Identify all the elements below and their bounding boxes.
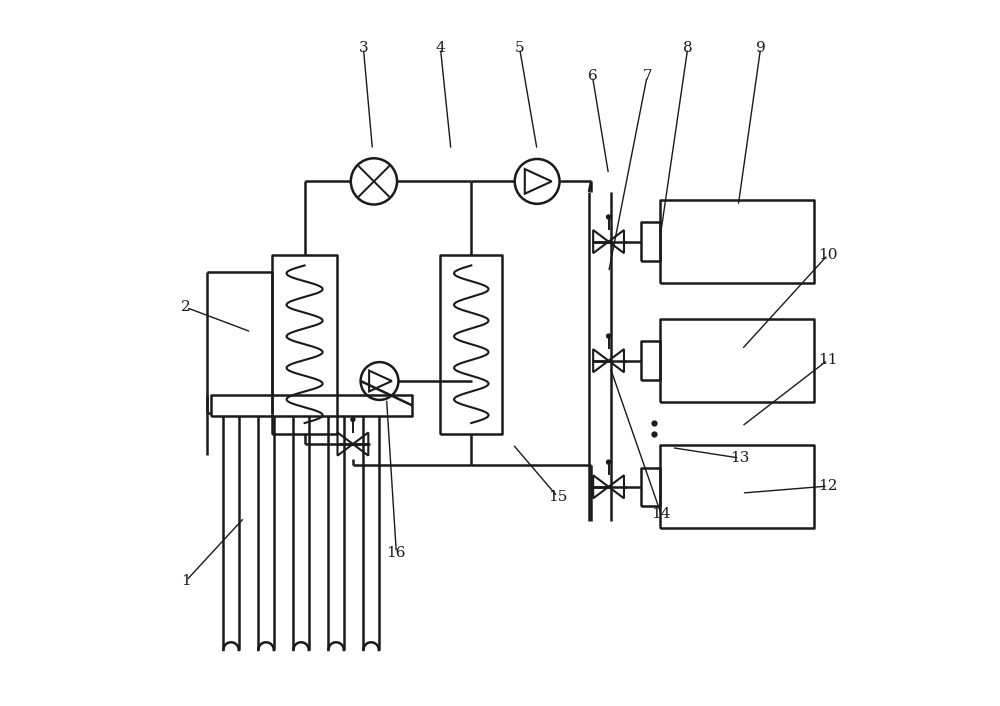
Circle shape: [351, 417, 355, 421]
Text: 1: 1: [181, 574, 191, 587]
Text: 10: 10: [818, 248, 838, 262]
Text: 5: 5: [515, 42, 524, 55]
Text: 7: 7: [642, 69, 652, 83]
Text: 14: 14: [651, 507, 671, 521]
Circle shape: [607, 334, 611, 338]
Text: 9: 9: [756, 42, 765, 55]
Text: 2: 2: [181, 301, 191, 314]
Text: 6: 6: [588, 69, 597, 83]
Text: 11: 11: [818, 353, 838, 367]
Text: 8: 8: [683, 42, 693, 55]
Text: 12: 12: [818, 479, 838, 493]
Text: 3: 3: [359, 42, 368, 55]
Circle shape: [607, 460, 611, 464]
Text: 13: 13: [730, 451, 749, 465]
Text: 4: 4: [436, 42, 445, 55]
Circle shape: [607, 215, 611, 219]
Text: 15: 15: [548, 489, 567, 503]
Text: 16: 16: [387, 546, 406, 560]
